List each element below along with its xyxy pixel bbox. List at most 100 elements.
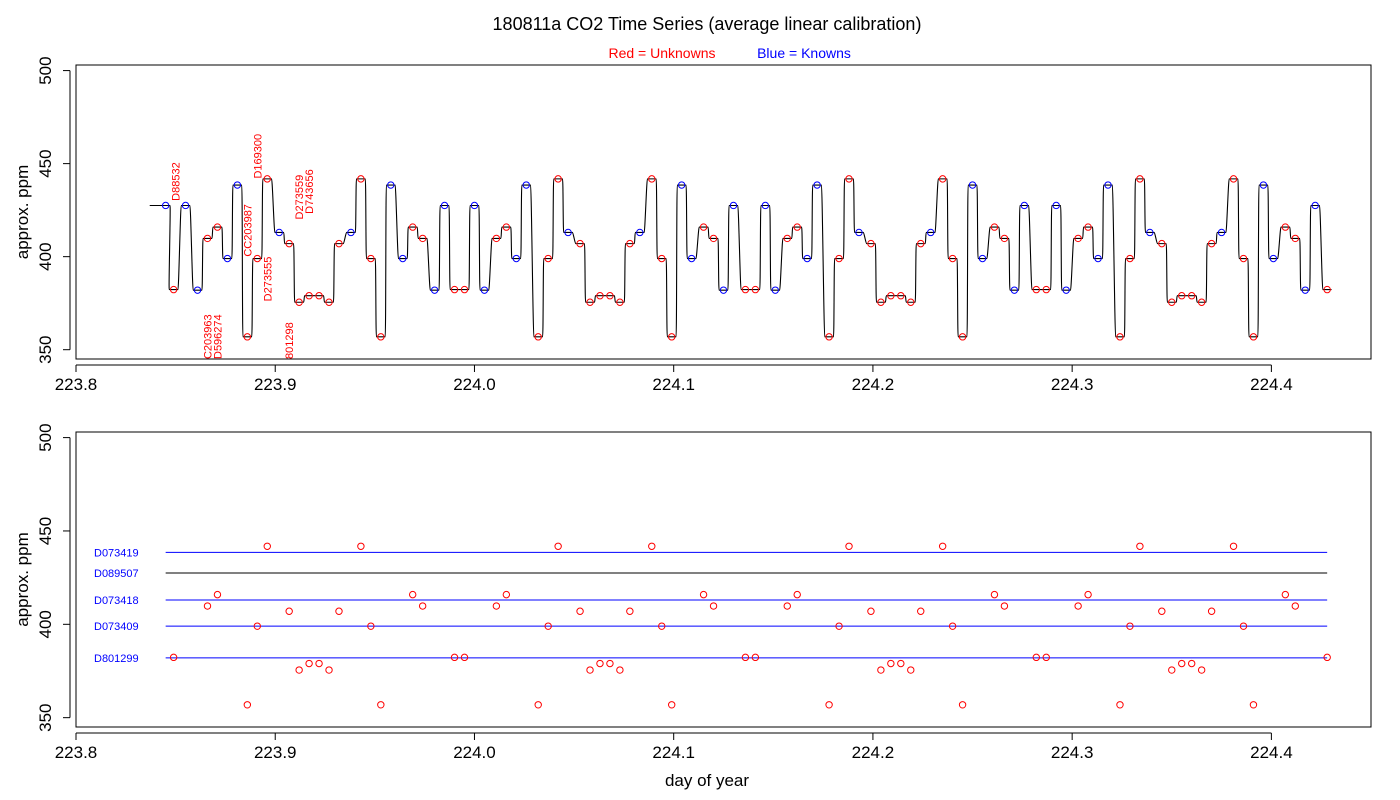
- unknown-point: [1229, 175, 1238, 183]
- known-point: [729, 201, 738, 210]
- y-tick-label: 350: [36, 703, 55, 731]
- known-point: [978, 254, 987, 263]
- y-tick-label: 400: [36, 610, 55, 638]
- unknown-point: [409, 223, 417, 231]
- unknown-point: [1158, 607, 1166, 615]
- unknown-point: [709, 234, 718, 243]
- x-axis-label: day of year: [665, 771, 749, 790]
- known-point: [161, 201, 170, 210]
- known-point: [512, 254, 520, 263]
- known-point: [1010, 286, 1019, 294]
- y-tick-label: 450: [36, 517, 55, 545]
- unknown-point: [576, 607, 584, 615]
- unknown-point: [502, 590, 511, 599]
- unknown-point: [1239, 254, 1248, 263]
- unknown-point: [990, 590, 999, 599]
- unknown-point: [554, 542, 562, 550]
- unknown-point: [897, 292, 905, 300]
- unknown-point: [554, 175, 562, 183]
- known-point: [480, 286, 489, 294]
- known-point: [1052, 201, 1060, 210]
- unknown-point: [1126, 622, 1134, 630]
- unknown-point: [203, 602, 212, 610]
- unknown-point: [243, 333, 252, 341]
- unknown-point: [450, 285, 459, 294]
- unknown-point: [845, 542, 853, 550]
- unknown-point: [460, 653, 469, 662]
- reference-line-label: D073419: [94, 547, 139, 559]
- unknown-point: [751, 653, 760, 662]
- unknown-point: [295, 666, 303, 674]
- unknown-point: [793, 590, 801, 599]
- unknown-point: [1187, 292, 1196, 300]
- unknown-point: [917, 607, 925, 615]
- unknown-point: [596, 292, 604, 300]
- unknown-point: [315, 659, 323, 668]
- known-point: [470, 201, 479, 210]
- known-point: [636, 228, 644, 237]
- x-tick-label: 223.9: [254, 743, 297, 762]
- unknown-point: [534, 701, 542, 709]
- unknown-point: [948, 254, 957, 263]
- unknown-point: [751, 285, 760, 294]
- unknown-point: [492, 234, 501, 243]
- unknown-point: [783, 234, 791, 243]
- unknown-point: [741, 653, 750, 662]
- unknown-point: [263, 542, 271, 550]
- y-tick-label: 400: [36, 242, 55, 270]
- known-point: [430, 286, 439, 294]
- unknown-point: [1249, 333, 1258, 341]
- x-tick-label: 224.0: [453, 375, 496, 394]
- unknown-point: [867, 607, 875, 615]
- unknown-point: [169, 285, 178, 294]
- unknown-point: [357, 542, 365, 550]
- unknown-point: [709, 602, 718, 610]
- unknown-point: [606, 659, 614, 668]
- top-panel: 223.8 223.9 224.0 224.1 224.2 224.3 224.4 350 40…: [13, 56, 1372, 394]
- unknown-point: [1074, 234, 1082, 243]
- known-point: [1020, 201, 1029, 210]
- sample-id-label: D88532: [171, 162, 183, 201]
- reference-line-label: D801299: [94, 653, 139, 665]
- known-point: [803, 254, 811, 263]
- unknown-point: [596, 659, 604, 668]
- x-tick-label: 224.3: [1051, 375, 1094, 394]
- unknown-point: [243, 701, 252, 709]
- x-tick-label: 224.2: [852, 743, 895, 762]
- unknown-point: [213, 223, 222, 231]
- unknown-point: [1000, 234, 1009, 243]
- x-tick-label: 224.4: [1250, 375, 1293, 394]
- unknown-point: [203, 234, 212, 243]
- unknown-point: [576, 239, 584, 248]
- sample-id-label: D169300: [252, 134, 264, 179]
- unknown-point: [1291, 234, 1299, 243]
- unknown-point: [948, 622, 957, 630]
- x-tick-label: 224.1: [652, 743, 695, 762]
- unknown-point: [1187, 659, 1196, 668]
- known-point: [193, 286, 202, 294]
- known-point: [1146, 228, 1154, 237]
- unknown-point: [1116, 333, 1124, 341]
- unknown-point: [325, 666, 333, 674]
- unknown-point: [616, 666, 624, 674]
- unknown-point: [877, 298, 885, 306]
- unknown-point: [626, 607, 634, 615]
- known-point: [399, 254, 407, 263]
- unknown-point: [887, 659, 895, 668]
- unknown-point: [1178, 659, 1186, 668]
- unknown-point: [253, 254, 261, 263]
- unknown-point: [626, 239, 634, 248]
- unknown-point: [1042, 285, 1050, 294]
- sample-id-label: D743656: [304, 169, 316, 214]
- known-point: [771, 286, 779, 294]
- unknown-point: [534, 333, 542, 341]
- unknown-point: [377, 333, 385, 341]
- unknown-point: [367, 254, 375, 263]
- unknown-point: [1249, 701, 1258, 709]
- known-point: [1104, 181, 1112, 189]
- unknown-point: [544, 622, 552, 630]
- unknown-point: [1042, 653, 1050, 662]
- known-point: [687, 254, 696, 263]
